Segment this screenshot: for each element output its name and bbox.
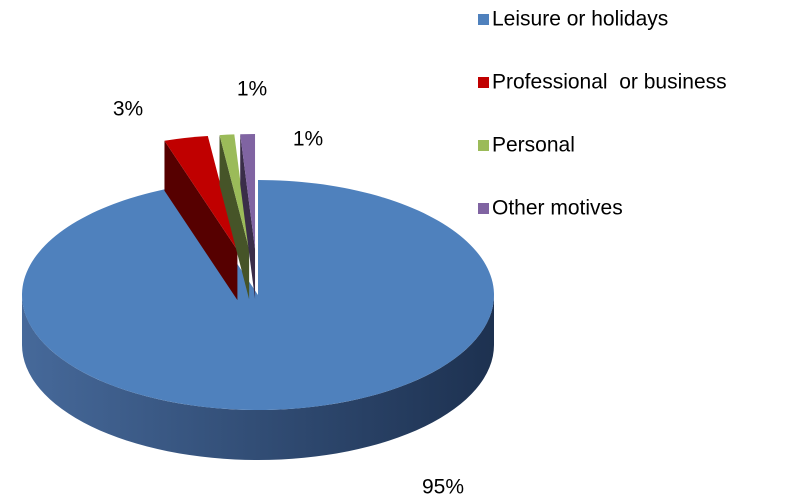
slice <box>164 136 238 251</box>
data-label: 3% <box>113 98 143 121</box>
legend-label: Professional or business <box>492 71 727 94</box>
slice-wall <box>240 134 256 300</box>
slice-wall <box>219 135 250 300</box>
slice <box>21 180 494 410</box>
slice-side <box>22 295 494 460</box>
slice-wall <box>164 140 238 301</box>
legend-swatch <box>478 203 489 214</box>
data-label: 1% <box>293 128 323 151</box>
data-label: 95% <box>422 476 464 499</box>
slice <box>240 134 256 250</box>
data-label: 1% <box>237 78 267 101</box>
legend-swatch <box>478 14 489 25</box>
legend-label: Leisure or holidays <box>492 8 668 31</box>
legend-label: Other motives <box>492 197 623 220</box>
legend-label: Personal <box>492 134 575 157</box>
slice <box>219 134 250 250</box>
legend-swatch <box>478 77 489 88</box>
legend-swatch <box>478 140 489 151</box>
